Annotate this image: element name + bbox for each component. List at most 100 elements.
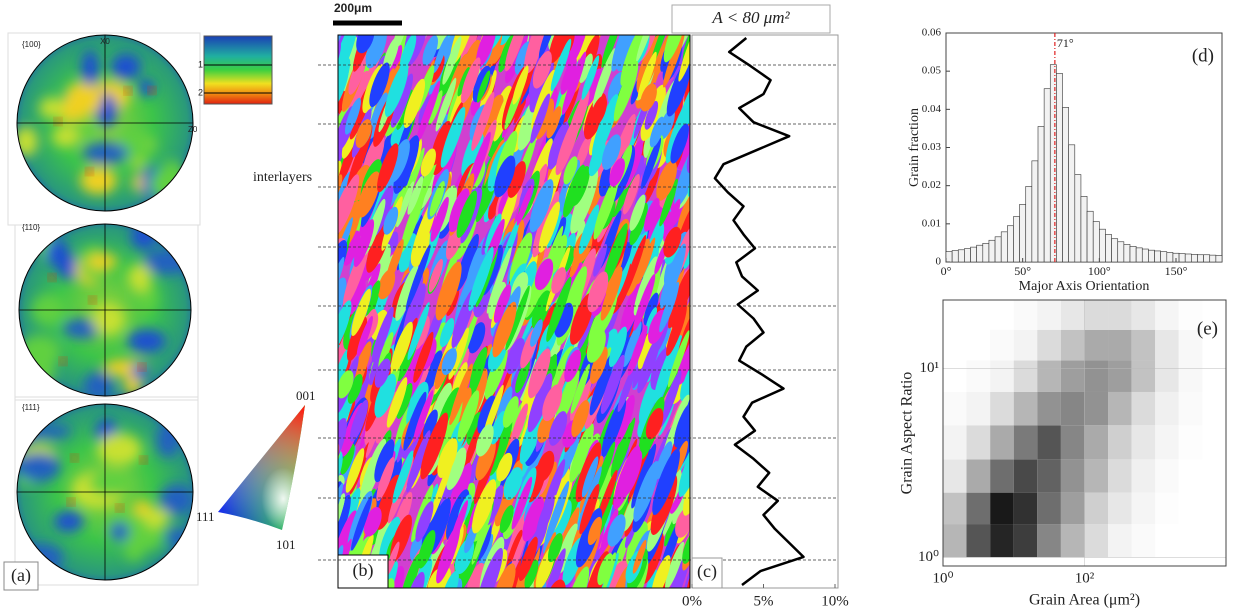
grain <box>576 136 591 169</box>
colorbar <box>203 35 273 105</box>
x-tick-label: 0% <box>682 593 702 609</box>
y-tick-label: 10¹ <box>920 360 940 376</box>
annotation: interlayers <box>253 170 312 185</box>
bar <box>1141 248 1149 263</box>
grain <box>617 365 636 412</box>
panel-label: (e) <box>1197 318 1218 339</box>
grain <box>476 70 491 103</box>
pole-peak <box>124 86 133 95</box>
y-tick-label: 10⁰ <box>918 549 939 565</box>
grain <box>423 409 438 440</box>
grain <box>579 483 600 535</box>
grain <box>536 494 555 539</box>
bar <box>1007 225 1014 263</box>
grain <box>663 35 685 88</box>
pole-blob <box>80 50 100 87</box>
grain <box>674 402 690 448</box>
heat-cell <box>1060 425 1085 460</box>
heat-cell <box>966 391 991 426</box>
bar <box>976 244 984 263</box>
bar <box>1013 216 1020 263</box>
bar <box>945 251 953 263</box>
grain <box>390 73 414 128</box>
heat-cell <box>943 459 967 493</box>
grain <box>355 119 372 148</box>
grain <box>380 566 405 588</box>
pole-blob <box>51 126 80 147</box>
profile-line <box>713 37 805 586</box>
pole-blob <box>124 542 144 562</box>
grain <box>441 570 459 588</box>
pole-blob <box>168 414 193 435</box>
x-tick-label: 50° <box>1014 264 1031 278</box>
grain <box>677 116 690 170</box>
grain <box>456 190 478 238</box>
heat-cell <box>1013 360 1038 392</box>
y-axis-label: Grain fraction <box>907 108 922 187</box>
grain <box>588 308 605 346</box>
grain <box>343 230 361 266</box>
grain <box>631 443 657 509</box>
heat-cell <box>1178 391 1203 426</box>
panel-label: (a) <box>11 565 31 586</box>
heat-cell <box>1202 524 1226 558</box>
grain <box>623 321 642 368</box>
x-tick-label: 10² <box>1075 570 1095 586</box>
heat-cell <box>1060 329 1085 361</box>
grain <box>628 447 649 502</box>
heat-cell <box>966 360 991 392</box>
grain <box>455 233 479 292</box>
grain <box>448 188 470 233</box>
bar <box>988 239 996 263</box>
heat-cell <box>1155 329 1179 361</box>
grain <box>613 60 639 122</box>
heat-cell <box>1178 329 1203 361</box>
heat-cell <box>1155 492 1179 525</box>
grain <box>581 456 599 498</box>
grain <box>460 57 481 104</box>
grain <box>578 204 600 255</box>
grain <box>587 271 609 313</box>
grain <box>602 223 628 287</box>
grain <box>396 382 413 419</box>
grain <box>659 243 686 309</box>
grain <box>356 315 373 357</box>
heat-cell <box>1131 329 1156 361</box>
grain <box>597 553 613 586</box>
grain <box>523 35 552 74</box>
heat-cell <box>1013 492 1038 525</box>
bar <box>1215 255 1223 263</box>
grain <box>365 35 387 69</box>
bar <box>982 242 990 263</box>
grain <box>656 160 677 201</box>
bar <box>1191 254 1198 263</box>
grain <box>676 187 690 237</box>
bar <box>1209 254 1217 263</box>
heat-cell <box>943 425 967 460</box>
grain <box>620 35 645 86</box>
bar <box>1099 228 1106 263</box>
grain <box>670 123 689 164</box>
heat-cell <box>990 524 1014 558</box>
grain <box>562 81 580 125</box>
heat-cell <box>1178 360 1203 392</box>
grain <box>466 563 486 588</box>
grain <box>675 507 690 538</box>
bar <box>1092 221 1100 263</box>
grain <box>499 505 514 534</box>
pole-blob <box>127 329 167 354</box>
grain <box>462 419 483 473</box>
grain <box>512 65 529 105</box>
grain <box>406 571 425 588</box>
grain <box>374 439 395 483</box>
grain <box>398 236 417 273</box>
x-tick-label: 150° <box>1165 264 1188 278</box>
heat-cell <box>1131 524 1156 558</box>
grain <box>371 309 388 340</box>
heat-cell <box>943 329 967 361</box>
grain <box>607 514 626 547</box>
bar <box>1203 254 1211 263</box>
interlayer-lines <box>318 64 838 561</box>
heat-cell <box>1131 300 1156 330</box>
heat-cell <box>1037 425 1061 460</box>
